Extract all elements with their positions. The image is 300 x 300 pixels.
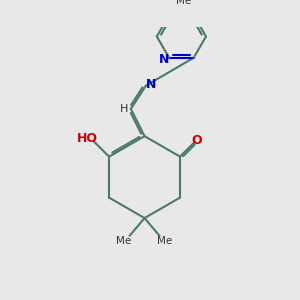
Text: Me: Me (116, 236, 132, 246)
Text: HO: HO (77, 132, 98, 146)
Text: N: N (158, 52, 169, 66)
Text: Me: Me (176, 0, 191, 6)
Text: N: N (146, 78, 157, 91)
Text: O: O (191, 134, 202, 147)
Text: H: H (120, 104, 128, 114)
Text: Me: Me (158, 236, 172, 246)
